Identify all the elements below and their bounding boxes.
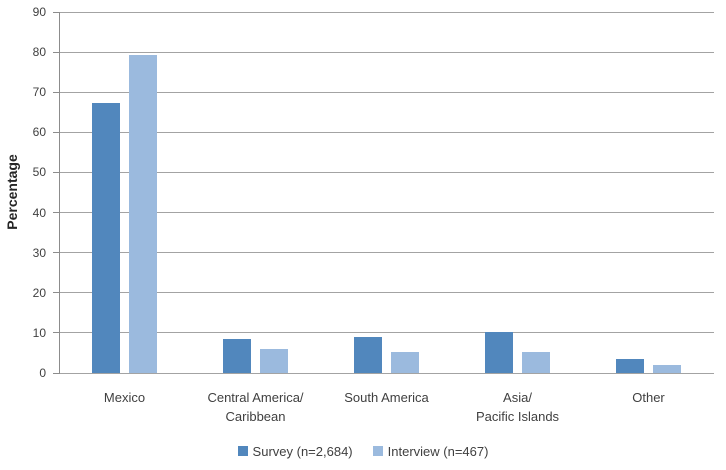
y-tick-label-70: 70	[32, 85, 46, 100]
category-label-line: South America	[344, 390, 429, 405]
gridline-50	[59, 171, 714, 173]
y-tick-mark-40	[53, 212, 59, 214]
y-tick-mark-30	[53, 252, 59, 254]
category-label-line: Other	[632, 390, 665, 405]
category-label-line: Pacific Islands	[475, 409, 560, 424]
y-tick-mark-20	[53, 292, 59, 294]
bar-survey-central-america	[223, 338, 251, 373]
bar-survey-mexico	[92, 102, 120, 373]
y-tick-mark-80	[53, 51, 59, 53]
y-tick-mark-90	[53, 11, 59, 13]
y-tick-mark-50	[53, 171, 59, 173]
gridline-0	[59, 372, 714, 374]
y-tick-mark-70	[53, 91, 59, 93]
legend-swatch-icon	[372, 446, 383, 456]
legend-swatch-icon	[237, 446, 248, 456]
category-label-line: Caribbean	[225, 409, 286, 424]
legend: Survey (n=2,684) Interview (n=467)	[0, 442, 726, 460]
legend-item-interview: Interview (n=467)	[372, 443, 489, 459]
gridline-30	[59, 252, 714, 254]
y-tick-label-10: 10	[32, 325, 46, 340]
bar-interview-asia	[522, 351, 550, 373]
category-label-mexico: Mexico	[47, 388, 202, 407]
y-tick-label-80: 80	[32, 45, 46, 60]
gridline-60	[59, 131, 714, 133]
category-label-line: Mexico	[103, 390, 146, 405]
y-tick-label-20: 20	[32, 285, 46, 300]
legend-label: Survey (n=2,684)	[252, 443, 353, 459]
y-tick-mark-0	[53, 372, 59, 374]
y-axis-line	[59, 12, 60, 374]
legend-label: Interview (n=467)	[387, 443, 489, 459]
y-tick-label-50: 50	[32, 165, 46, 180]
category-label-other: Other	[571, 388, 726, 407]
bar-interview-other	[653, 364, 681, 373]
gridline-10	[59, 332, 714, 334]
gridline-40	[59, 212, 714, 214]
y-axis-title: Percentage	[4, 154, 20, 230]
bar-survey-other	[616, 358, 644, 373]
category-label-line: Asia/	[503, 390, 532, 405]
category-label-line: Central America/	[207, 390, 304, 405]
bar-interview-mexico	[129, 54, 157, 373]
y-tick-label-30: 30	[32, 245, 46, 260]
y-tick-label-0: 0	[39, 366, 46, 380]
bar-interview-south-america	[391, 351, 419, 373]
y-tick-label-90: 90	[32, 5, 46, 19]
gridline-90	[59, 11, 714, 13]
category-label-asia: Asia/Pacific Islands	[440, 388, 595, 426]
y-tick-label-40: 40	[32, 205, 46, 220]
legend-item-survey: Survey (n=2,684)	[237, 443, 353, 459]
plot-area	[59, 11, 714, 374]
category-label-south-america: South America	[309, 388, 464, 407]
bar-survey-asia	[485, 331, 513, 373]
gridline-70	[59, 91, 714, 93]
y-tick-mark-60	[53, 131, 59, 133]
bar-interview-central-america	[260, 348, 288, 373]
y-tick-mark-10	[53, 332, 59, 334]
gridline-80	[59, 51, 714, 53]
y-tick-label-60: 60	[32, 125, 46, 140]
bar-survey-south-america	[354, 336, 382, 373]
gridline-20	[59, 292, 714, 294]
category-label-central-america: Central America/Caribbean	[178, 388, 333, 426]
